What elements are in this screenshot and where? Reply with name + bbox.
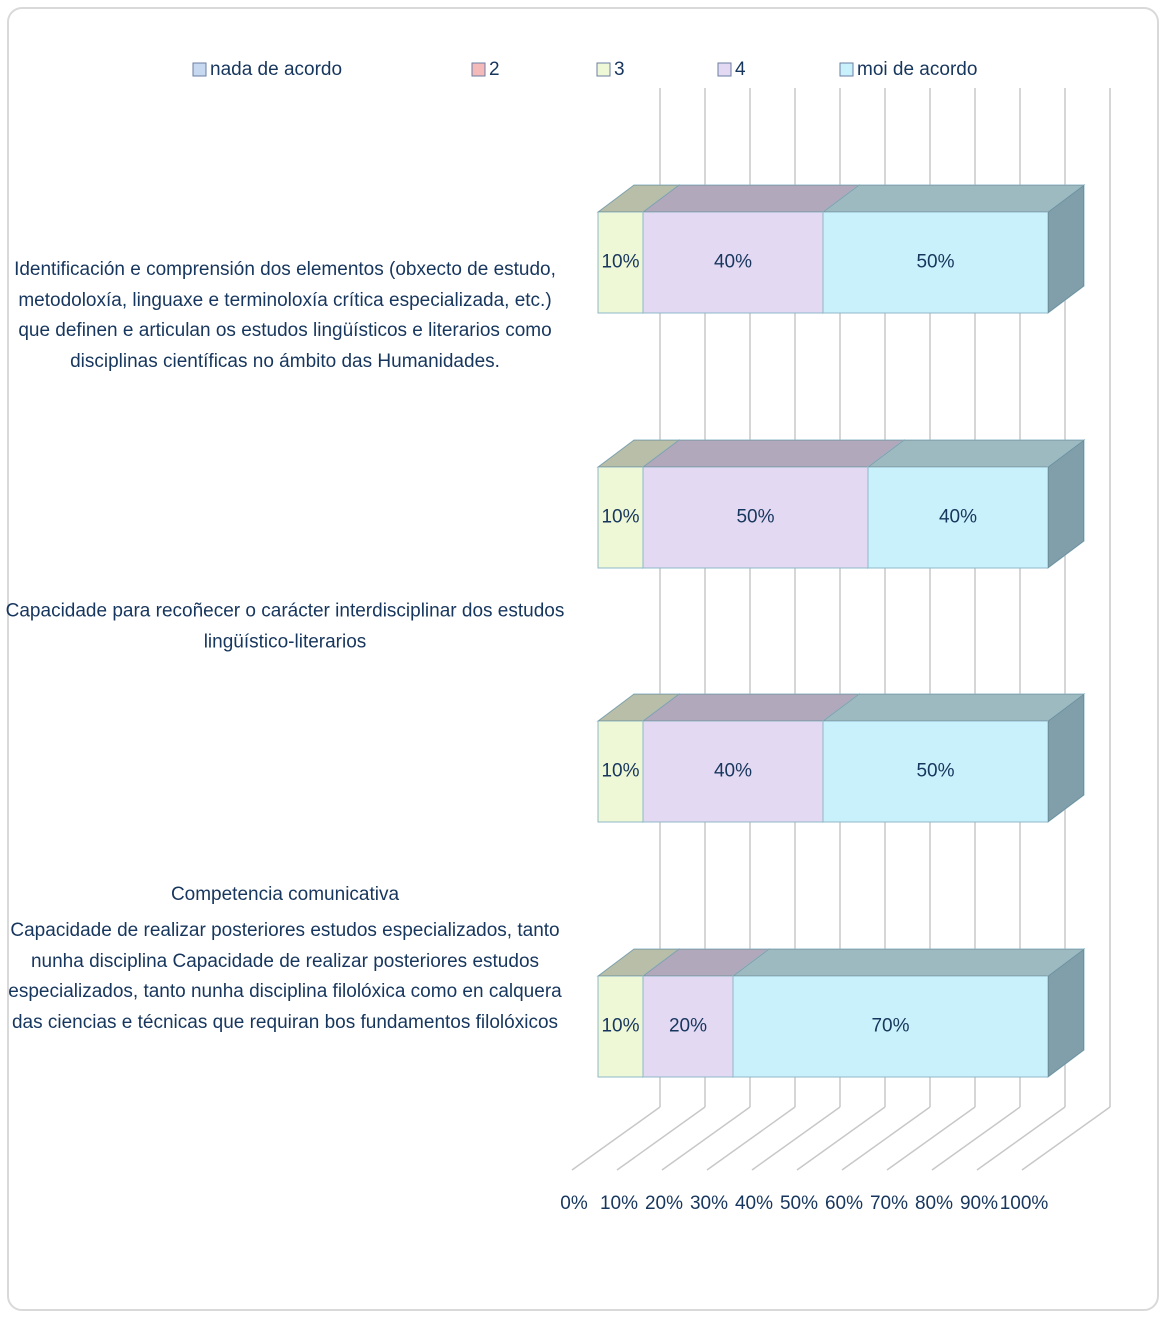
bar-side [1047, 439, 1085, 569]
x-tick-label: 10% [600, 1193, 638, 1214]
x-tick-label: 60% [825, 1193, 863, 1214]
x-tick-label: 0% [560, 1193, 588, 1214]
data-label: 10% [601, 1016, 639, 1037]
floor-line [841, 1106, 931, 1171]
bar-top-shade [643, 185, 859, 212]
floor-line [661, 1106, 751, 1171]
data-label: 50% [916, 252, 954, 273]
data-label: 40% [939, 507, 977, 528]
bar-side [1047, 184, 1085, 314]
x-tick-label: 20% [645, 1193, 683, 1214]
legend-swatch [839, 62, 854, 77]
floor-line [1021, 1106, 1111, 1171]
bar-top-shade [598, 694, 679, 721]
legend-swatch [596, 62, 611, 77]
x-tick-label: 70% [870, 1193, 908, 1214]
data-label: 70% [871, 1016, 909, 1037]
bar-segment [822, 211, 1049, 314]
bar-top-shade [823, 694, 1084, 721]
data-label: 50% [736, 507, 774, 528]
x-tick-label: 100% [1000, 1193, 1049, 1214]
floor-line [616, 1106, 706, 1171]
bar-segment [597, 466, 644, 569]
floor-line [886, 1106, 976, 1171]
y-tick-label: Capacidade para recoñecer o carácter int… [5, 600, 565, 653]
bar-top-shade [643, 694, 859, 721]
x-tick-label: 90% [960, 1193, 998, 1214]
legend-swatch [471, 62, 486, 77]
bar-top-shade [643, 949, 769, 976]
data-label: 40% [714, 252, 752, 273]
bar-segment [642, 211, 824, 314]
legend-swatch [717, 62, 732, 77]
floor-line [796, 1106, 886, 1171]
y-tick-label: Competencia comunicativa [170, 883, 400, 905]
bar-top-shade [823, 185, 1084, 212]
y-tick-label: Capacidade de realizar posteriores estud… [8, 920, 562, 1033]
bar-side [1047, 693, 1085, 823]
legend-label: 3 [614, 59, 625, 80]
bar-segment [822, 720, 1049, 823]
bar-side-shade [1048, 694, 1084, 822]
y-tick-label: Identificación e comprensión dos element… [14, 259, 556, 372]
floor-line [976, 1106, 1066, 1171]
data-label: 40% [714, 761, 752, 782]
data-label: 10% [601, 252, 639, 273]
data-label: 50% [916, 761, 954, 782]
data-label: 20% [669, 1016, 707, 1037]
data-label: 10% [601, 507, 639, 528]
bar-side-shade [1048, 185, 1084, 313]
bar-segment [732, 975, 1049, 1078]
legend-label: nada de acordo [210, 59, 342, 80]
bar-side-shade [1048, 949, 1084, 1077]
bar-top-shade [868, 440, 1084, 467]
floor-line [706, 1106, 796, 1171]
bar-top-shade [733, 949, 1084, 976]
x-tick-label: 30% [690, 1193, 728, 1214]
bar-top-shade [643, 440, 904, 467]
x-tick-label: 40% [735, 1193, 773, 1214]
legend-label: moi de acordo [857, 59, 977, 80]
bar-side-shade [1048, 440, 1084, 568]
legend-label: 4 [735, 59, 746, 80]
legend-label: 2 [489, 59, 500, 80]
bar-top-shade [598, 440, 679, 467]
bar-segment [867, 466, 1049, 569]
bar-segment [597, 720, 644, 823]
data-label: 10% [601, 761, 639, 782]
x-tick-label: 50% [780, 1193, 818, 1214]
x-tick-label: 80% [915, 1193, 953, 1214]
floor-line [751, 1106, 841, 1171]
floor-line [571, 1106, 661, 1171]
floor-line [931, 1106, 1021, 1171]
bar-top-shade [598, 949, 679, 976]
legend-swatch [192, 62, 207, 77]
bar-segment [642, 720, 824, 823]
bar-top-shade [598, 185, 679, 212]
bar-side [1047, 948, 1085, 1078]
